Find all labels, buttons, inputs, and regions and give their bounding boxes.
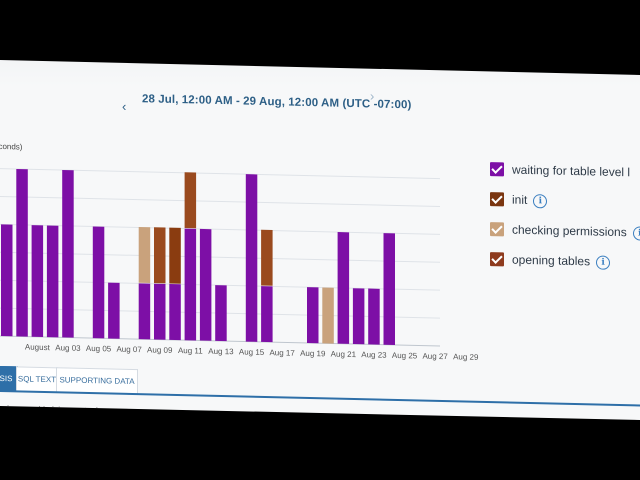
x-tick-label: Aug 27 — [422, 352, 448, 362]
checkbox-checked-icon[interactable] — [490, 162, 504, 177]
bar-segment[interactable] — [307, 287, 319, 344]
checkbox-checked-icon[interactable] — [490, 192, 504, 207]
bar-segment[interactable] — [46, 225, 59, 338]
summary-text: ently assembled the most relev — [0, 403, 107, 416]
legend-label: opening tables i — [512, 252, 611, 270]
bar-segment[interactable] — [154, 283, 166, 340]
bar-segment[interactable] — [138, 283, 151, 340]
bar-segment[interactable] — [322, 287, 334, 344]
bar-segment[interactable] — [199, 228, 212, 341]
legend-label: init i — [512, 192, 548, 209]
legend-label: waiting for table level l — [512, 162, 631, 180]
x-tick-label: Aug 03 — [55, 343, 81, 353]
bar-segment[interactable] — [1, 224, 13, 337]
x-tick-label: Aug 09 — [147, 345, 173, 355]
x-tick-label: Aug 13 — [208, 347, 234, 357]
bar-segment[interactable] — [215, 285, 227, 342]
tab-sql-text[interactable]: SQL TEXT — [16, 366, 58, 393]
x-tick-label: August — [25, 343, 51, 353]
bar-segment[interactable] — [108, 282, 120, 339]
bar-segment[interactable] — [337, 232, 350, 344]
bar-segment[interactable] — [261, 286, 273, 343]
bar-segment[interactable] — [245, 174, 258, 342]
x-tick-label: Aug 17 — [269, 348, 295, 358]
bar-segment[interactable] — [16, 168, 28, 337]
stacked-bar-chart: August Aug 03 Aug 05 Aug 07 Aug 09 Aug 11 Aug … — [0, 168, 479, 362]
bar-segment[interactable] — [261, 229, 273, 286]
bar-segment[interactable] — [184, 172, 197, 229]
info-icon[interactable]: i — [533, 193, 548, 209]
x-tick-label: Aug 25 — [392, 351, 418, 361]
bar-segment[interactable] — [368, 288, 380, 345]
x-tick-label: Aug 05 — [86, 344, 112, 354]
info-icon[interactable]: i — [632, 226, 640, 241]
x-tick-label: Aug 07 — [116, 345, 142, 355]
x-tick-label: Aug 19 — [300, 349, 326, 359]
bar-segment[interactable] — [169, 284, 181, 341]
bar-segment[interactable] — [154, 227, 166, 284]
bar-segment[interactable] — [92, 226, 105, 339]
bar-segment[interactable] — [352, 288, 365, 345]
tab-supporting-data[interactable]: SUPPORTING DATA — [56, 367, 138, 395]
bar-segment[interactable] — [383, 233, 396, 345]
x-tick-label: Aug 21 — [331, 350, 357, 360]
x-tick-label: Aug 29 — [453, 352, 479, 362]
legend-label: checking permissions i — [512, 222, 640, 241]
checkbox-checked-icon[interactable] — [490, 252, 504, 267]
x-tick-label: Aug 15 — [239, 347, 265, 357]
bar-segment[interactable] — [138, 226, 151, 284]
x-tick-label: Aug 11 — [178, 346, 203, 356]
x-tick-label: Aug 23 — [361, 350, 387, 360]
bar-segment[interactable] — [169, 227, 181, 284]
info-icon[interactable]: i — [596, 255, 611, 270]
bar-segment[interactable] — [31, 225, 44, 337]
bar-segment[interactable] — [184, 228, 197, 341]
checkbox-checked-icon[interactable] — [490, 222, 504, 237]
bar-segment[interactable] — [62, 170, 74, 338]
